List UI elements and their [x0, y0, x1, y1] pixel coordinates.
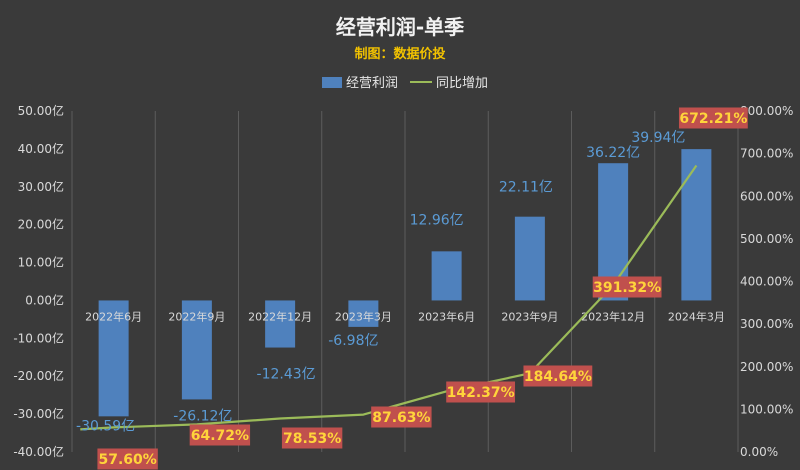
right-tick-label: 600.00% — [740, 189, 793, 203]
pct-data-label: 57.60% — [98, 452, 156, 468]
bar-data-label: 22.11亿 — [499, 180, 553, 196]
pct-label-box — [371, 406, 432, 428]
pct-label-box — [592, 276, 662, 298]
pct-label-box — [678, 107, 748, 129]
category-label: 2022年9月 — [168, 309, 225, 323]
right-tick-label: 700.00% — [740, 147, 793, 161]
chart-subtitle: 制图：数据价投 — [354, 46, 445, 62]
bar-data-labels: -30.59亿 -26.12亿 -12.43亿 -6.98亿 12.96亿 22.11亿 3… — [76, 130, 685, 434]
right-tick-label: 400.00% — [740, 275, 793, 289]
bar — [181, 300, 212, 400]
bar-data-label: 12.96亿 — [410, 212, 464, 228]
bar — [431, 251, 462, 301]
bar — [265, 300, 296, 348]
left-tick-label: 40.00亿 — [18, 141, 64, 156]
right-tick-label: 100.00% — [740, 402, 793, 416]
legend: 经营利润 同比增加 — [322, 76, 488, 91]
category-label: 2023年6月 — [418, 309, 475, 323]
category-label: 2024年3月 — [668, 309, 725, 323]
pct-label-box — [446, 381, 516, 403]
right-axis: 0.00% 100.00% 200.00% 300.00% 400.00% 500.00%… — [740, 104, 793, 459]
category-label: 2022年12月 — [248, 309, 312, 323]
right-tick-label: 500.00% — [740, 232, 793, 246]
pct-label-box — [189, 424, 251, 446]
right-tick-label: 200.00% — [740, 360, 793, 374]
left-tick-label: 50.00亿 — [18, 103, 64, 118]
left-tick-label: -40.00亿 — [13, 444, 64, 459]
bar-data-label: -6.98亿 — [328, 333, 378, 349]
right-tick-label: 300.00% — [740, 317, 793, 331]
left-tick-label: -20.00亿 — [13, 368, 64, 383]
bar-data-label: -26.12亿 — [173, 408, 232, 424]
left-tick-label: 0.00亿 — [25, 292, 64, 307]
chart-title: 经营利润-单季 — [336, 15, 464, 39]
pct-label-box — [281, 427, 343, 449]
left-tick-label: 20.00亿 — [18, 217, 64, 232]
line-series — [80, 164, 698, 431]
category-axis: 2022年6月 2022年9月 2022年12月 2023年3月 2023年6月 2023… — [85, 309, 725, 323]
bar — [681, 149, 712, 301]
pct-data-label: 672.21% — [679, 111, 747, 127]
pct-label-box — [97, 448, 158, 470]
category-label: 2023年12月 — [581, 309, 645, 323]
category-label: 2022年6月 — [85, 309, 142, 323]
left-tick-label: 30.00亿 — [18, 179, 64, 194]
right-tick-label: 0.00% — [740, 445, 778, 459]
line-data-labels: 57.60% 64.72% 78.53% 87.63% 142.37% 184.64% 39… — [97, 107, 748, 470]
legend-bar-swatch — [322, 77, 342, 88]
pct-data-label: 142.37% — [447, 385, 515, 401]
bar — [514, 216, 545, 301]
left-tick-label: -10.00亿 — [13, 330, 64, 345]
pct-data-label: 391.32% — [593, 280, 661, 296]
bar-data-label: 36.22亿 — [586, 145, 640, 161]
category-label: 2023年3月 — [335, 309, 392, 323]
pct-data-label: 78.53% — [283, 431, 341, 447]
left-tick-label: 10.00亿 — [18, 255, 64, 270]
bar-data-label: -12.43亿 — [257, 367, 316, 383]
bar — [98, 300, 129, 417]
left-axis: -40.00亿 -30.00亿 -20.00亿 -10.00亿 0.00亿 10.00亿 2… — [13, 103, 64, 459]
pct-data-label: 64.72% — [191, 428, 249, 444]
pct-data-label: 87.63% — [372, 410, 430, 426]
legend-label-yoy: 同比增加 — [436, 76, 488, 91]
bar — [348, 300, 379, 327]
pct-label-box — [523, 365, 593, 387]
right-tick-label: 800.00% — [740, 104, 793, 118]
left-tick-label: -30.00亿 — [13, 406, 64, 421]
pct-data-label: 184.64% — [524, 369, 592, 385]
line-path — [80, 164, 698, 431]
legend-label-profit: 经营利润 — [346, 76, 398, 91]
category-label: 2023年9月 — [501, 309, 558, 323]
bar-data-label: -30.59亿 — [76, 418, 135, 434]
bar-data-label: 39.94亿 — [631, 130, 685, 146]
